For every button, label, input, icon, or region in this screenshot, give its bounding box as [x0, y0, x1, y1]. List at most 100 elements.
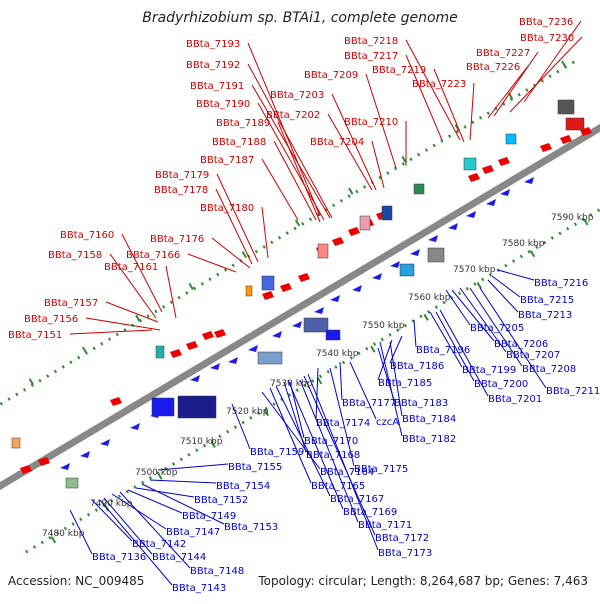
forward-gene-arrow: [298, 273, 310, 282]
forward-label-connector: [493, 51, 539, 117]
reverse-label-connector: [299, 379, 359, 523]
reverse-tick-lane: [25, 207, 600, 554]
forward-gene-label: BBta_7160: [60, 230, 114, 241]
gene-box: [359, 215, 371, 231]
tick-mark: [50, 536, 57, 544]
reverse-gene-label: BBta_7213: [518, 310, 572, 321]
forward-gene-arrow: [498, 157, 510, 166]
kbp-label: 7570 kbp: [453, 265, 496, 275]
tick-mark: [81, 346, 88, 354]
kbp-label: 7480 kbp: [42, 529, 85, 539]
forward-label-connector: [405, 39, 461, 141]
forward-label-connector: [216, 173, 259, 263]
reverse-gene-label: BBta_7207: [506, 350, 560, 361]
kbp-label: 7580 kbp: [502, 239, 545, 249]
reverse-label-connector: [479, 287, 547, 389]
reverse-gene-arrow: [314, 307, 324, 314]
tick-mark: [401, 155, 407, 163]
gene-box: [151, 397, 175, 417]
forward-gene-label: BBta_7166: [126, 250, 180, 261]
kbp-label: 7550 kbp: [362, 321, 405, 331]
forward-gene-label: BBta_7187: [200, 155, 254, 166]
reverse-gene-label: BBta_7168: [306, 450, 360, 461]
forward-gene-arrow: [262, 291, 274, 300]
reverse-gene-label: czcA: [376, 417, 399, 428]
kbp-label: 7590 kbp: [551, 213, 594, 223]
gene-box: [413, 183, 425, 195]
forward-label-connector: [273, 140, 317, 221]
kbp-label: 7540 kbp: [316, 349, 359, 359]
reverse-label-connector: [329, 367, 355, 467]
reverse-gene-label: BBta_7164: [320, 467, 374, 478]
forward-gene-label: BBta_7204: [310, 137, 364, 148]
reverse-gene-arrow: [352, 285, 362, 292]
reverse-label-connector: [307, 373, 379, 551]
reverse-label-connector: [339, 361, 343, 401]
reverse-label-connector: [377, 347, 395, 401]
reverse-gene-label: BBta_7201: [488, 394, 542, 405]
reverse-label-connector: [269, 387, 312, 484]
tick-mark: [28, 378, 34, 386]
reverse-gene-label: BBta_7170: [304, 436, 358, 447]
forward-gene-label: BBta_7157: [44, 298, 98, 309]
reverse-label-connector: [487, 279, 519, 313]
reverse-gene-arrow: [390, 261, 400, 268]
forward-label-connector: [487, 65, 529, 119]
gene-box: [261, 275, 275, 291]
reverse-label-connector: [127, 489, 183, 514]
forward-label-connector: [165, 265, 177, 319]
genome-backbone: [0, 123, 600, 491]
forward-label-connector: [371, 140, 385, 189]
gene-box: [505, 133, 517, 145]
reverse-label-connector: [413, 319, 417, 348]
forward-gene-label: BBta_7223: [412, 79, 466, 90]
forward-label-connector: [405, 54, 443, 141]
reverse-gene-label: BBta_7200: [474, 379, 528, 390]
reverse-gene-arrow: [448, 223, 458, 230]
tick-mark: [583, 218, 589, 226]
forward-gene-label: BBta_7210: [344, 117, 398, 128]
reverse-gene-label: BBta_7153: [224, 522, 278, 533]
reverse-gene-label: BBta_7199: [462, 365, 516, 376]
forward-gene-arrow: [482, 165, 494, 174]
reverse-gene-arrow: [248, 345, 258, 352]
reverse-gene-arrow: [466, 211, 476, 218]
reverse-gene-label: BBta_7142: [132, 539, 186, 550]
reverse-gene-label: BBta_7165: [311, 481, 365, 492]
gene-box: [155, 345, 165, 359]
reverse-label-connector: [469, 287, 523, 367]
reverse-gene-arrow: [272, 331, 282, 338]
reverse-gene-arrow: [500, 189, 510, 196]
reverse-label-connector: [377, 339, 393, 381]
tick-mark: [476, 282, 483, 290]
reverse-label-connector: [389, 335, 403, 364]
reverse-label-connector: [459, 287, 507, 353]
reverse-gene-label: BBta_7182: [402, 434, 456, 445]
reverse-gene-label: BBta_7206: [494, 339, 548, 350]
forward-gene-label: BBta_7230: [520, 33, 574, 44]
reverse-gene-arrow: [100, 439, 110, 446]
reverse-gene-arrow: [372, 273, 382, 280]
reverse-label-connector: [435, 311, 475, 382]
reverse-gene-label: BBta_7215: [520, 295, 574, 306]
gene-label-layer: 7480 kbp 7490 kbp 7500 kbp 7510 kbp 7520 kbp…: [8, 17, 600, 594]
forward-gene-arrow: [186, 341, 198, 350]
gene-box: [245, 285, 253, 297]
kbp-label: 7490 kbp: [90, 499, 133, 509]
reverse-gene-label: BBta_7205: [470, 323, 524, 334]
forward-gene-arrow: [20, 465, 32, 474]
reverse-label-connector: [289, 381, 305, 439]
reverse-label-connector: [157, 463, 229, 471]
gene-box: [177, 395, 217, 419]
reverse-gene-label: BBta_7148: [190, 566, 244, 577]
tick-mark: [561, 60, 567, 68]
reverse-gene-label: BBta_7152: [194, 495, 248, 506]
genome-title: Bradyrhizobium sp. BTAi1, complete genom…: [142, 10, 458, 26]
forward-gene-arrow: [170, 349, 182, 358]
forward-label-connector: [247, 42, 321, 217]
forward-label-connector: [327, 113, 373, 191]
forward-gene-label: BBta_7193: [186, 39, 240, 50]
tick-layer: [0, 60, 600, 554]
forward-label-connector: [469, 82, 475, 141]
